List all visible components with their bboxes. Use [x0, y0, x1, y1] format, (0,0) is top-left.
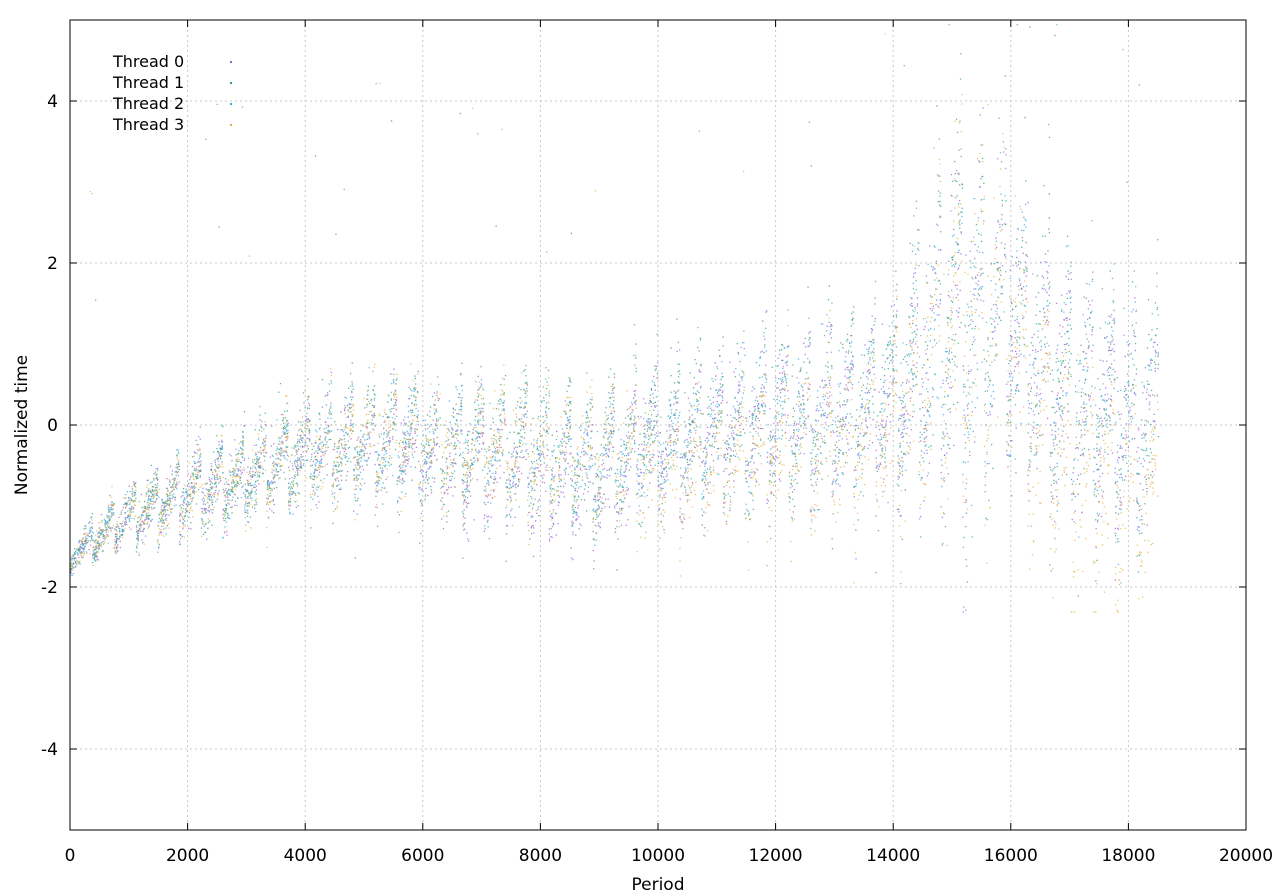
y-tick-label: -2 — [41, 578, 58, 598]
x-tick-label: 4000 — [284, 846, 327, 866]
y-tick-label: 0 — [47, 416, 58, 436]
legend-marker-0 — [230, 61, 232, 63]
series-3 — [70, 33, 1160, 613]
x-tick-label: 0 — [65, 846, 76, 866]
axis-ticks: 0 2000 4000 6000 8000 10000 12000 14000 16000 180… — [41, 20, 1273, 866]
x-axis-title: Period — [631, 875, 684, 895]
series-3-points — [70, 33, 1160, 613]
x-tick-label: 10000 — [631, 846, 685, 866]
x-tick-label: 20000 — [1219, 846, 1273, 866]
legend-label-2: Thread 2 — [112, 94, 184, 113]
legend-label-3: Thread 3 — [112, 115, 184, 134]
x-tick-label: 16000 — [984, 846, 1038, 866]
legend: Thread 0 Thread 1 Thread 2 Thread 3 — [112, 52, 232, 134]
x-tick-label: 12000 — [749, 846, 803, 866]
legend-label-0: Thread 0 — [112, 52, 184, 71]
x-tick-label: 2000 — [166, 846, 209, 866]
x-tick-label: 14000 — [866, 846, 920, 866]
series-1 — [70, 24, 1160, 597]
grid-lines — [70, 20, 1246, 830]
series-1-points — [70, 24, 1160, 597]
legend-marker-2 — [230, 103, 232, 105]
legend-marker-3 — [230, 124, 232, 126]
legend-marker-1 — [230, 82, 232, 84]
legend-label-1: Thread 1 — [112, 73, 184, 92]
y-axis-title: Normalized time — [12, 355, 32, 495]
x-tick-label: 6000 — [401, 846, 444, 866]
x-tick-label: 18000 — [1101, 846, 1155, 866]
data-points — [70, 24, 1160, 613]
y-tick-label: 4 — [47, 92, 58, 112]
y-tick-label: 2 — [47, 254, 58, 274]
x-tick-label: 8000 — [519, 846, 562, 866]
y-tick-label: -4 — [41, 740, 58, 760]
